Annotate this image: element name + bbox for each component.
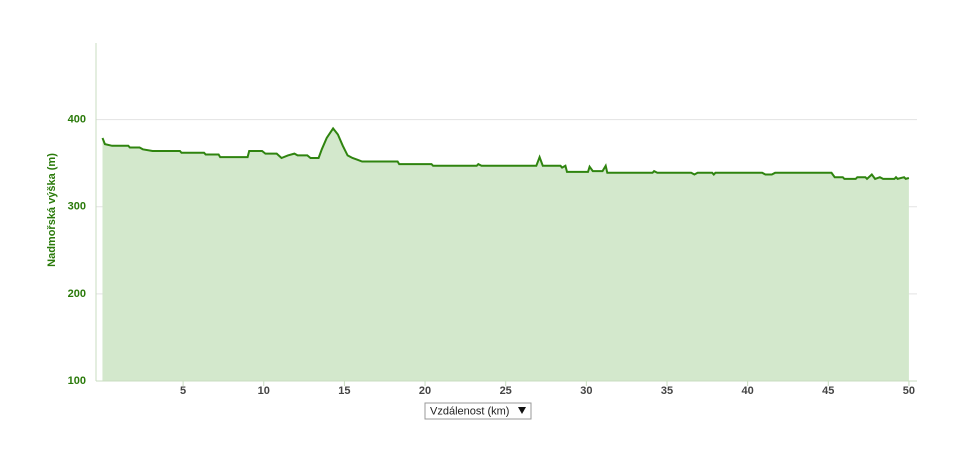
x-tick-label: 20 [419, 385, 431, 397]
y-tick-label: 400 [68, 114, 86, 126]
y-tick-label: 100 [68, 375, 86, 387]
dropdown-arrow[interactable] [518, 407, 526, 414]
x-tick-label: 45 [822, 385, 834, 397]
x-tick-label: 25 [500, 385, 512, 397]
x-axis-dropdown[interactable]: Vzdálenost (km) [424, 402, 532, 420]
area-fill [102, 128, 909, 381]
dropdown-box[interactable] [424, 402, 532, 420]
elevation-line [101, 126, 910, 181]
x-axis-label[interactable]: Vzdálenost (km) [430, 405, 509, 417]
x-tick-label: 35 [661, 385, 673, 397]
x-tick-label: 5 [180, 385, 186, 397]
x-tick-label: 10 [258, 385, 270, 397]
y-tick-label: 200 [68, 288, 86, 300]
x-tick-label: 30 [580, 385, 592, 397]
x-tick-label: 40 [742, 385, 754, 397]
x-tick-label: 50 [903, 385, 915, 397]
y-axis-label: Nadmořská výška (m) [46, 153, 58, 267]
y-tick-label: 300 [68, 201, 86, 213]
x-tick-label: 15 [338, 385, 350, 397]
